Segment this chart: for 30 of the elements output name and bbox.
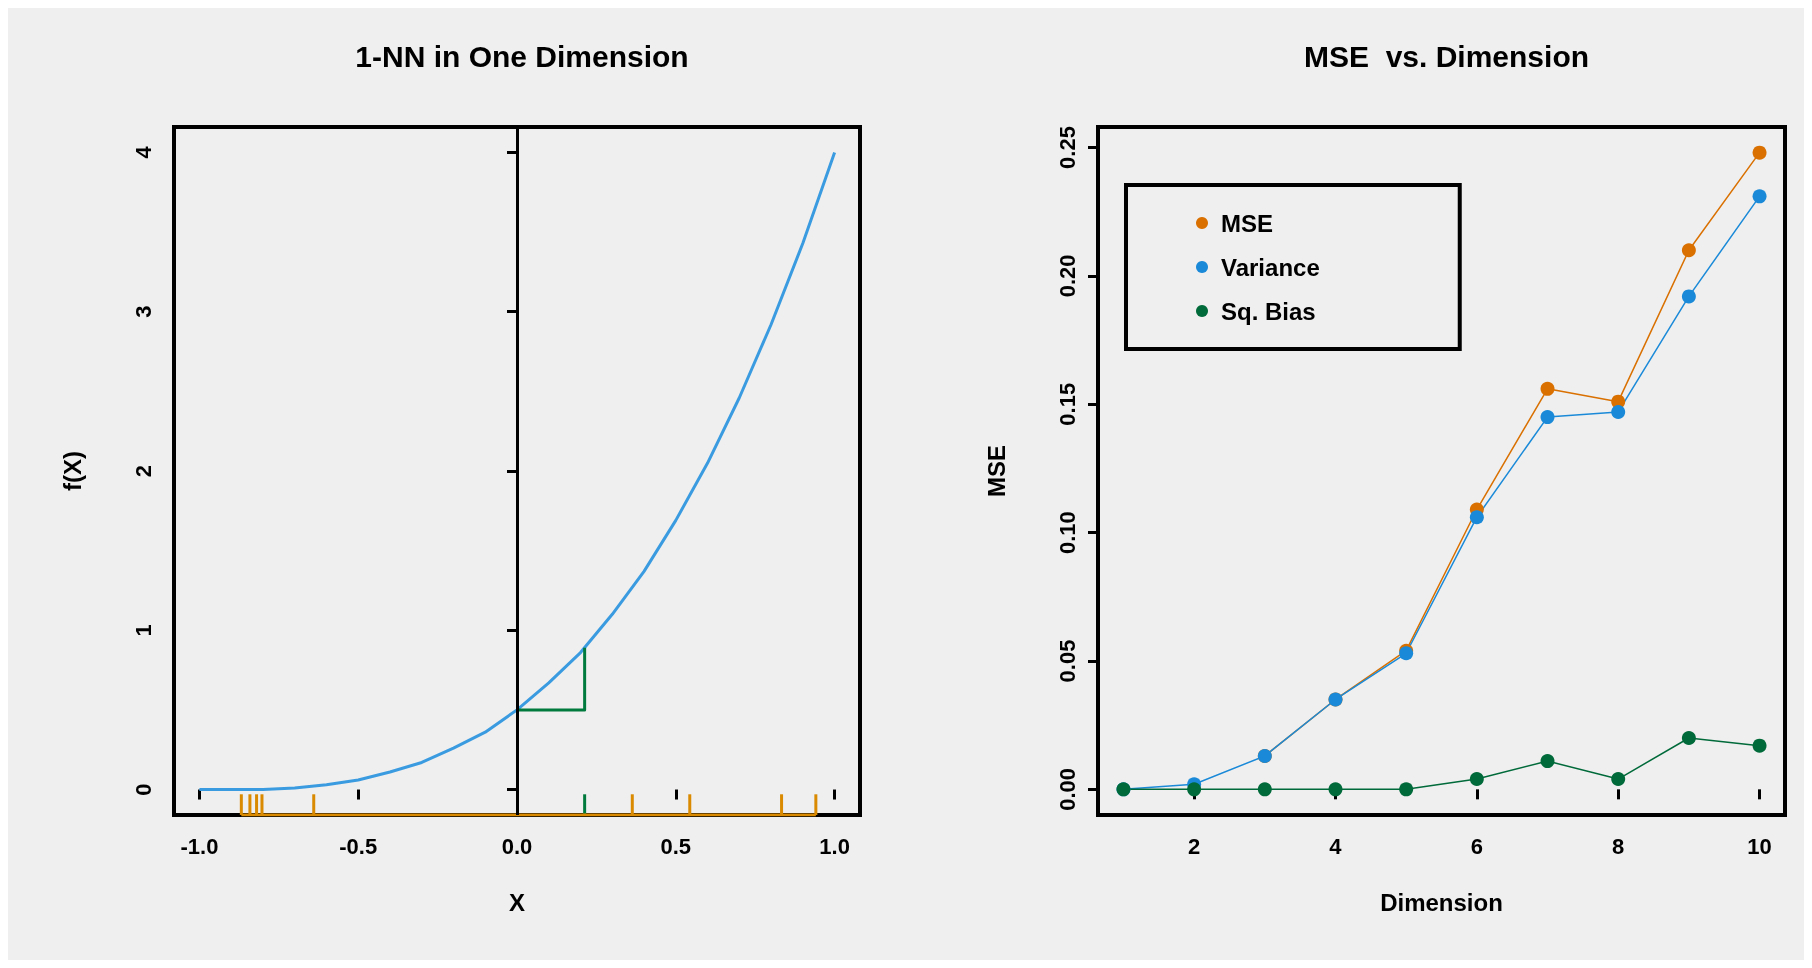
x-tick-label: -1.0 bbox=[180, 833, 219, 859]
x-tick-label: 10 bbox=[1747, 833, 1772, 859]
x-tick-label: 2 bbox=[1188, 833, 1201, 859]
y-tick-label: 0 bbox=[130, 783, 156, 796]
x-tick-label: 8 bbox=[1612, 833, 1625, 859]
legend-label: Sq. Bias bbox=[1221, 297, 1316, 325]
y-tick-label: 0.00 bbox=[1054, 767, 1080, 811]
y-tick-label: 3 bbox=[130, 305, 156, 318]
chart-title: 1-NN in One Dimension bbox=[355, 39, 689, 73]
legend-label: Variance bbox=[1221, 253, 1320, 281]
x-tick-label: 4 bbox=[1329, 833, 1343, 859]
y-tick-label: 4 bbox=[130, 145, 156, 159]
y-tick-label: 0.10 bbox=[1054, 511, 1080, 555]
y-tick-label: 2 bbox=[130, 464, 156, 478]
x-axis-title: X bbox=[508, 888, 526, 916]
y-tick-label: 0.05 bbox=[1054, 639, 1080, 683]
y-tick-label: 0.15 bbox=[1054, 382, 1080, 426]
x-tick-label: 6 bbox=[1470, 833, 1483, 859]
y-axis-title: MSE bbox=[982, 444, 1010, 498]
chart-title: MSE vs. Dimension bbox=[1303, 39, 1590, 73]
y-tick-label: 0.25 bbox=[1054, 126, 1080, 169]
y-tick-label: 1 bbox=[130, 624, 156, 637]
x-axis-title: Dimension bbox=[1380, 888, 1503, 916]
x-tick-label: -0.5 bbox=[339, 833, 378, 859]
y-axis-title: f(X) bbox=[58, 451, 86, 491]
legend-label: MSE bbox=[1221, 209, 1274, 237]
x-tick-label: 0.5 bbox=[660, 833, 692, 859]
x-tick-label: 0.0 bbox=[501, 833, 533, 859]
x-tick-label: 1.0 bbox=[819, 833, 850, 859]
y-tick-label: 0.20 bbox=[1054, 254, 1080, 298]
